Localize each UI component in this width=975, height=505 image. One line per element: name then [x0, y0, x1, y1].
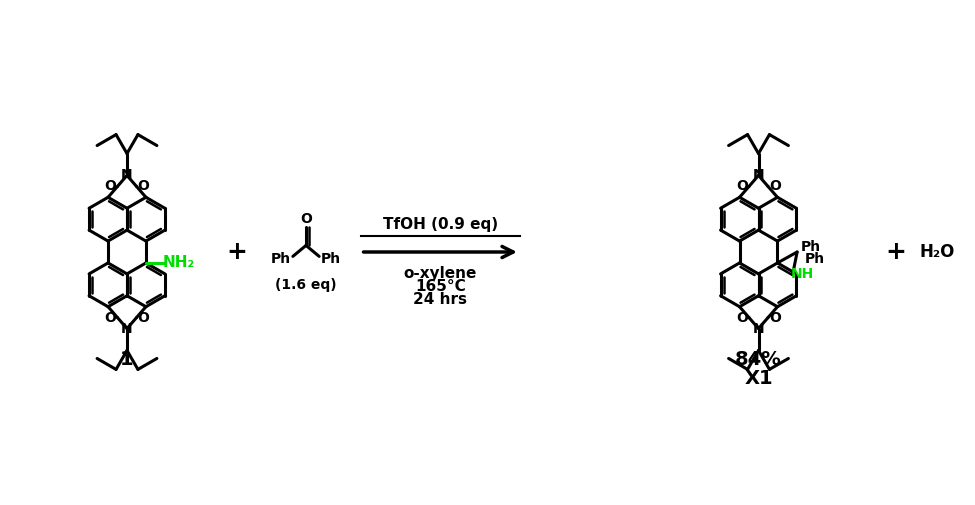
- Text: TfOH (0.9 eq): TfOH (0.9 eq): [383, 217, 498, 232]
- Text: O: O: [769, 179, 781, 193]
- Text: Ph: Ph: [321, 252, 341, 266]
- Text: NH₂: NH₂: [163, 256, 195, 271]
- Text: Ph: Ph: [801, 240, 821, 254]
- Text: +: +: [226, 240, 247, 264]
- Text: 24 hrs: 24 hrs: [413, 292, 467, 307]
- Text: O: O: [769, 311, 781, 325]
- Text: O: O: [137, 311, 149, 325]
- Text: N: N: [753, 322, 764, 336]
- Text: N: N: [121, 322, 133, 336]
- Text: 1: 1: [120, 349, 134, 369]
- Text: Ph: Ph: [805, 252, 825, 266]
- Text: H₂O: H₂O: [919, 243, 956, 261]
- Text: NH: NH: [791, 267, 814, 281]
- Text: Ph: Ph: [271, 252, 291, 266]
- Text: N: N: [753, 169, 764, 182]
- Text: O: O: [104, 311, 116, 325]
- Text: X1: X1: [744, 369, 773, 388]
- Text: O: O: [137, 179, 149, 193]
- Text: 84%: 84%: [735, 349, 782, 369]
- Text: O: O: [736, 311, 748, 325]
- Text: 165°C: 165°C: [415, 279, 466, 294]
- Text: (1.6 eq): (1.6 eq): [275, 278, 336, 292]
- Text: +: +: [885, 240, 906, 264]
- Text: o-xylene: o-xylene: [404, 266, 477, 281]
- Text: O: O: [300, 212, 312, 226]
- Text: O: O: [104, 179, 116, 193]
- Text: O: O: [736, 179, 748, 193]
- Text: N: N: [121, 169, 133, 182]
